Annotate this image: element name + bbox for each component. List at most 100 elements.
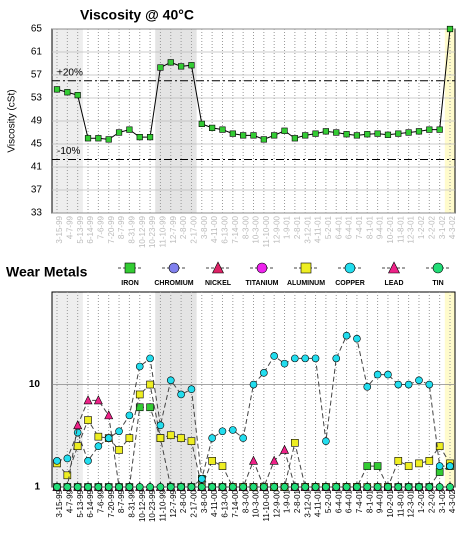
marker [260,483,268,491]
x-tick-label: 4-7-99 [65,215,74,239]
marker [342,483,351,491]
marker [177,434,185,442]
x-tick-label: 8-3-00 [241,489,250,513]
x-tick-label: 8-7-99 [117,215,126,239]
x-tick-label: 4-11-00 [210,215,219,243]
x-tick-label: 5-13-99 [76,215,85,243]
marker [280,483,289,491]
marker [353,334,361,343]
marker [249,483,258,491]
marker [135,362,144,371]
marker [394,380,403,389]
x-tick-label: 12-9-00 [272,489,281,517]
marker [353,483,361,491]
marker [291,439,299,447]
marker [104,410,114,420]
x-tick-label: 10-12-99 [138,489,147,522]
marker [178,63,185,70]
marker [415,483,423,491]
marker [83,395,93,405]
y-tick-label: 37 [31,185,43,196]
x-tick-label: 10-2-01 [386,215,395,243]
marker [240,132,247,139]
marker [166,431,175,440]
marker [63,454,72,463]
marker [373,462,382,470]
y-tick-label: 53 [31,93,43,104]
marker [229,483,237,491]
x-tick-label: 1-9-01 [283,215,292,239]
marker [156,483,165,491]
marker [209,124,216,131]
x-tick-label: 5-2-01 [324,489,333,513]
marker [404,462,413,470]
marker [166,483,175,491]
marker [302,132,309,139]
x-tick-label: 8-7-99 [117,489,126,513]
marker [146,134,154,141]
marker [135,403,144,412]
marker [384,131,392,138]
marker [219,126,226,133]
x-tick-label: 10-2-01 [386,489,395,517]
chart-title: Viscosity @ 40°C [80,7,194,23]
marker [95,135,102,142]
marker [146,354,154,363]
marker [177,483,185,491]
marker [353,132,361,139]
legend-label: COPPER [335,280,365,287]
marker [280,444,290,454]
y-tick-label: 41 [31,162,43,173]
x-tick-label: 6-4-01 [345,489,354,513]
x-tick-label: 2-8-01 [293,215,302,239]
legend-label: IRON [121,280,139,287]
x-tick-label: 3-1-02 [438,489,447,513]
y-tick-label: 57 [31,70,43,81]
marker [125,411,134,420]
x-tick-label: 7-4-01 [355,215,364,239]
marker [332,354,341,363]
x-tick-label: 3-15-99 [55,215,64,243]
marker [146,483,154,491]
marker [84,483,92,491]
marker [404,483,413,491]
x-tick-label: 8-1-01 [365,215,374,239]
marker [239,434,247,442]
marker [156,434,165,442]
marker [115,446,123,454]
marker [322,483,330,491]
x-tick-label: 8-3-00 [241,215,250,239]
x-tick-label: 4-3-02 [448,489,457,513]
marker [271,132,278,139]
x-tick-label: 9-4-01 [376,489,385,513]
marker [105,136,112,143]
marker [281,127,288,134]
x-tick-label: 6-4-01 [345,215,354,239]
x-tick-label: 10-3-00 [252,215,261,243]
marker [53,86,61,93]
marker [249,380,258,389]
marker [136,134,143,141]
marker [260,136,267,143]
marker [333,129,340,136]
x-tick-label: 3-1-02 [438,215,447,239]
x-tick-label: 6-4-01 [334,215,343,239]
y-tick-label: 49 [31,116,43,127]
y-tick-label: 33 [31,208,43,219]
marker [188,62,195,69]
marker [208,483,216,491]
x-tick-label: 6-13-00 [221,489,230,517]
x-tick-label: 12-9-00 [272,215,281,243]
y-tick-label: 1 [34,482,40,493]
marker [270,483,278,491]
marker [344,262,356,274]
legend-label: CHROMIUM [154,280,193,287]
marker [425,483,434,491]
marker [270,352,278,360]
marker [343,131,350,138]
marker [291,135,298,142]
marker [373,483,382,491]
marker [311,354,320,363]
marker [405,129,412,136]
x-tick-label: 7-20-99 [107,215,116,243]
